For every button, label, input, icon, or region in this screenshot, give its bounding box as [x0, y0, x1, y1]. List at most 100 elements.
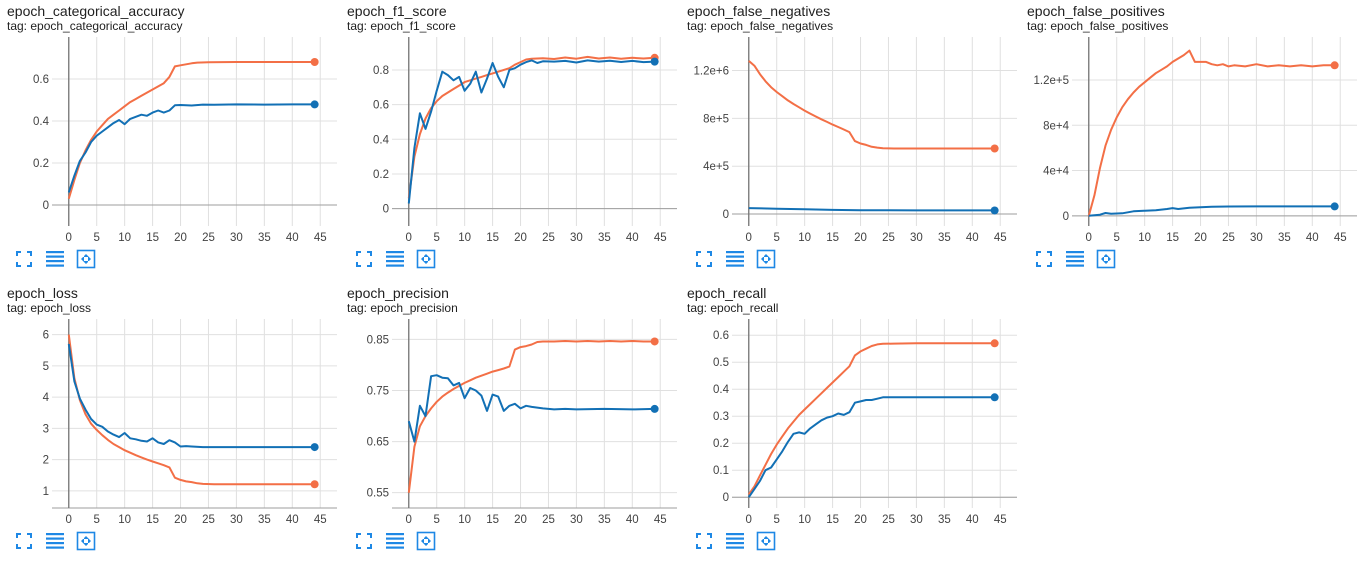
data-table-icon[interactable]: [45, 249, 65, 269]
series-last-point[interactable]: [650, 57, 659, 66]
series-line-run-a[interactable]: [1087, 49, 1335, 217]
series-line-run-b[interactable]: [747, 396, 995, 498]
series-last-point[interactable]: [990, 144, 999, 153]
y-tick-label: 0.1: [713, 465, 729, 477]
y-tick-label: 1: [43, 486, 49, 498]
series-last-point[interactable]: [1330, 202, 1339, 211]
chart-title: epoch_precision: [347, 285, 449, 301]
chart-card-epoch-recall: epoch_recall tag: epoch_recall 0 5 10 15 20 2…: [680, 282, 1020, 564]
data-table-icon[interactable]: [385, 531, 405, 551]
series-last-point[interactable]: [310, 100, 319, 109]
x-tick-label: 15: [1166, 232, 1179, 244]
fit-domain-icon[interactable]: [756, 249, 776, 269]
chart-tag: tag: epoch_loss: [7, 301, 92, 315]
x-tick-label: 25: [542, 232, 555, 244]
series-last-point[interactable]: [310, 57, 319, 66]
y-tick-label: 0.8: [373, 65, 389, 77]
line-chart[interactable]: 0 5 10 15 20 25 30 35 40 45 0 0.2 0.4 0.6 0.8: [340, 0, 680, 282]
chart-tag: tag: epoch_false_positives: [1027, 19, 1169, 33]
fullscreen-icon[interactable]: [1034, 249, 1054, 269]
data-table-icon[interactable]: [1065, 249, 1085, 269]
x-tick-label: 10: [118, 514, 131, 526]
line-chart[interactable]: 0 5 10 15 20 25 30 35 40 45 0 4e+4 8e+4 1.2e+5: [1020, 0, 1360, 282]
series-line-run-a[interactable]: [407, 340, 655, 493]
x-tick-label: 15: [486, 514, 499, 526]
x-tick-label: 5: [434, 232, 440, 244]
y-tick-label: 0.65: [367, 437, 389, 449]
x-tick-label: 40: [1306, 232, 1319, 244]
series-line-run-b[interactable]: [748, 207, 995, 212]
chart-tag: tag: epoch_f1_score: [347, 19, 456, 33]
chart-title: epoch_recall: [687, 285, 767, 301]
y-tick-label: 0.4: [373, 134, 390, 146]
series-line-run-b[interactable]: [1088, 205, 1335, 217]
line-chart[interactable]: 0 5 10 15 20 25 30 35 40 45 0 4e+5 8e+5 1.2e+6: [680, 0, 1020, 282]
y-tick-label: 0.55: [367, 488, 389, 500]
series-last-point[interactable]: [310, 480, 319, 489]
series-line-run-b[interactable]: [67, 103, 315, 193]
series-line-run-a[interactable]: [748, 60, 995, 150]
series-line-run-b[interactable]: [407, 59, 655, 204]
x-tick-label: 0: [746, 514, 752, 526]
series-last-point[interactable]: [990, 206, 999, 215]
fullscreen-icon[interactable]: [14, 249, 34, 269]
series-last-point[interactable]: [310, 443, 319, 452]
series-last-point[interactable]: [1330, 61, 1339, 70]
y-tick-label: 0.5: [713, 357, 729, 369]
fullscreen-icon[interactable]: [354, 249, 374, 269]
series-line-run-a[interactable]: [67, 334, 315, 486]
series-last-point[interactable]: [990, 339, 999, 348]
y-tick-label: 0: [1063, 211, 1069, 223]
data-table-icon[interactable]: [725, 531, 745, 551]
x-tick-label: 5: [434, 514, 440, 526]
x-tick-label: 5: [94, 232, 100, 244]
line-chart[interactable]: 0 5 10 15 20 25 30 35 40 45 0.55 0.65 0.75 0.85: [340, 282, 680, 564]
fit-domain-icon[interactable]: [76, 249, 96, 269]
x-tick-label: 35: [1278, 232, 1291, 244]
chart-tag: tag: epoch_categorical_accuracy: [7, 19, 183, 33]
chart-card-epoch-f1-score: epoch_f1_score tag: epoch_f1_score 0 5 10 1…: [340, 0, 680, 282]
fit-domain-icon[interactable]: [756, 531, 776, 551]
series-last-point[interactable]: [990, 393, 999, 402]
y-tick-label: 0.85: [367, 334, 389, 346]
gridlines: [392, 319, 677, 508]
x-tick-label: 25: [202, 232, 215, 244]
chart-card-epoch-false-positives: epoch_false_positives tag: epoch_false_p…: [1020, 0, 1360, 282]
series-line-run-b[interactable]: [67, 343, 315, 449]
x-tick-label: 30: [570, 232, 583, 244]
line-chart[interactable]: 0 5 10 15 20 25 30 35 40 45 0 0.2 0.4 0.6: [0, 0, 340, 282]
fullscreen-icon[interactable]: [694, 249, 714, 269]
x-tick-label: 15: [826, 514, 839, 526]
x-tick-label: 45: [994, 514, 1007, 526]
y-tick-label: 0.4: [713, 384, 730, 396]
x-tick-label: 0: [66, 514, 72, 526]
line-chart[interactable]: 0 5 10 15 20 25 30 35 40 45 0 0.1 0.2 0.3 0.4 0.5 0.6: [680, 282, 1020, 564]
x-tick-label: 5: [774, 514, 780, 526]
series-line-run-b[interactable]: [407, 374, 655, 443]
fit-domain-icon[interactable]: [416, 531, 436, 551]
data-table-icon[interactable]: [45, 531, 65, 551]
series-line-run-a[interactable]: [747, 342, 995, 496]
fit-domain-icon[interactable]: [1096, 249, 1116, 269]
y-tick-label: 0: [43, 200, 49, 212]
data-table-icon[interactable]: [385, 249, 405, 269]
x-tick-label: 10: [1138, 232, 1151, 244]
x-tick-label: 15: [826, 232, 839, 244]
fullscreen-icon[interactable]: [354, 531, 374, 551]
fit-domain-icon[interactable]: [416, 249, 436, 269]
x-tick-label: 20: [854, 232, 867, 244]
series-last-point[interactable]: [650, 404, 659, 413]
series-line-run-a[interactable]: [407, 55, 655, 199]
y-tick-label: 5: [43, 361, 49, 373]
fullscreen-icon[interactable]: [14, 531, 34, 551]
x-tick-label: 40: [966, 514, 979, 526]
fit-domain-icon[interactable]: [76, 531, 96, 551]
x-tick-label: 40: [286, 514, 299, 526]
series-last-point[interactable]: [650, 337, 659, 346]
data-table-icon[interactable]: [725, 249, 745, 269]
chart-title: epoch_categorical_accuracy: [7, 3, 185, 19]
series-line-run-a[interactable]: [67, 61, 315, 199]
fullscreen-icon[interactable]: [694, 531, 714, 551]
y-tick-label: 4: [43, 392, 50, 404]
